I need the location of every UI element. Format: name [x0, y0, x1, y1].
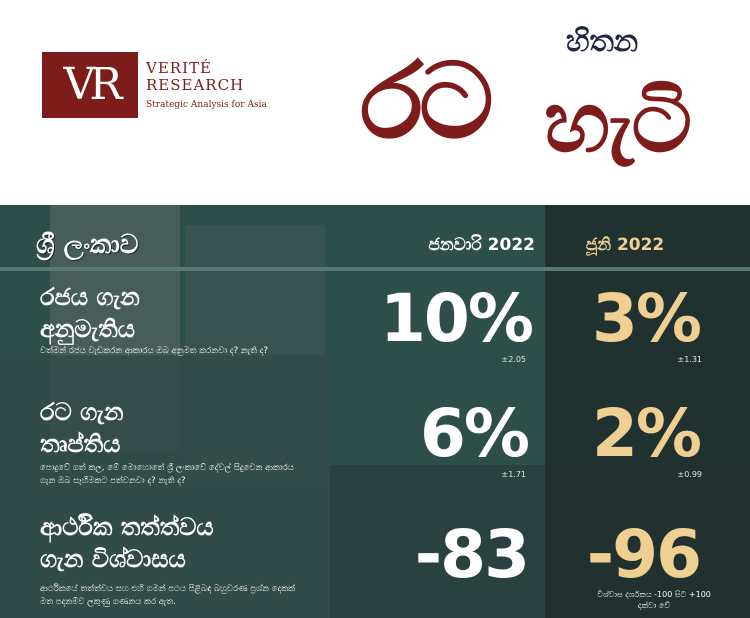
brand-title-top: හිතන — [565, 24, 639, 59]
row-country-satisfaction: රට ගැන තෘප්තිය පොදුවේ ගත් කල, මේ මොහොතේ … — [0, 392, 750, 510]
verite-research-logo: VR VERITÉ RESEARCH Strategic Analysis fo… — [42, 52, 267, 122]
error-june: ±0.99 — [677, 470, 702, 479]
logo-tagline: Strategic Analysis for Asia — [146, 100, 267, 110]
row-title: රජය ගැන අනුමැතිය — [40, 281, 340, 345]
value-june: 2% — [591, 395, 702, 472]
row-title: රට ගැන තෘප්තිය — [40, 396, 340, 460]
row-title-line1: රජය ගැන — [40, 283, 140, 311]
june-column-background — [545, 205, 750, 618]
row-government-approval: රජය ගැන අනුමැතිය වත්මන් රජය වැඩකරන ආකාරය… — [0, 277, 750, 395]
logo-name-line2: RESEARCH — [146, 76, 245, 94]
header-divider — [0, 267, 750, 271]
row-title-line2: ගැන විශ්වාසය — [40, 545, 186, 573]
value-january: 10% — [380, 280, 534, 357]
results-panel: ශ්‍රී ලංකාව ජනවාරි 2022 ජූනි 2022 රජය ගැ… — [0, 205, 750, 618]
error-january: ±1.71 — [501, 470, 526, 479]
country-label: ශ්‍රී ලංකාව — [36, 230, 139, 260]
logo-mark: VR — [42, 52, 138, 118]
row-title-line2: අනුමැතිය — [40, 315, 135, 343]
row-question: පොදුවේ ගත් කල, මේ මොහොතේ ශ්‍රී ලංකාවේ දේ… — [40, 463, 294, 486]
value-june: 3% — [591, 280, 702, 357]
column-header-january: ජනවාරි 2022 — [428, 235, 535, 255]
row-title-line2: තෘප්තිය — [40, 430, 121, 458]
row-title-line1: ආර්ථික තත්ත්වය — [40, 513, 214, 541]
value-june: -96 — [586, 516, 702, 593]
value-january: -83 — [414, 516, 530, 593]
row-title-line1: රට ගැන — [40, 398, 124, 426]
brand-title-main: හැටි — [544, 73, 692, 171]
row-question: වත්මන් රජය වැඩකරන ආකාරය ඔබ අනුමත කරනවා ද… — [40, 346, 268, 356]
value-january: 6% — [419, 395, 530, 472]
row-question: ආර්ථිකයේ තත්ත්වය සහ එහි ගමන් පථය පිළිබඳ … — [40, 584, 296, 607]
error-june: ±1.31 — [677, 355, 702, 364]
row-title: ආර්ථික තත්ත්වය ගැන විශ්වාසය — [40, 511, 340, 575]
row-economic-confidence: ආර්ථික තත්ත්වය ගැන විශ්වාසය ආර්ථිකයේ තත්… — [0, 507, 750, 618]
logo-name-line1: VERITÉ — [146, 59, 212, 77]
header: VR VERITÉ RESEARCH Strategic Analysis fo… — [0, 0, 750, 205]
building-image — [0, 355, 330, 618]
logo-name: VERITÉ RESEARCH — [146, 60, 286, 94]
scale-note: විශ්වාස දර්ශකය -100 සිට +100 දක්වා වේ — [597, 590, 711, 610]
column-header-june: ජූනි 2022 — [585, 235, 665, 255]
brand-title-large: රට — [360, 40, 494, 162]
error-january: ±2.05 — [501, 355, 526, 364]
